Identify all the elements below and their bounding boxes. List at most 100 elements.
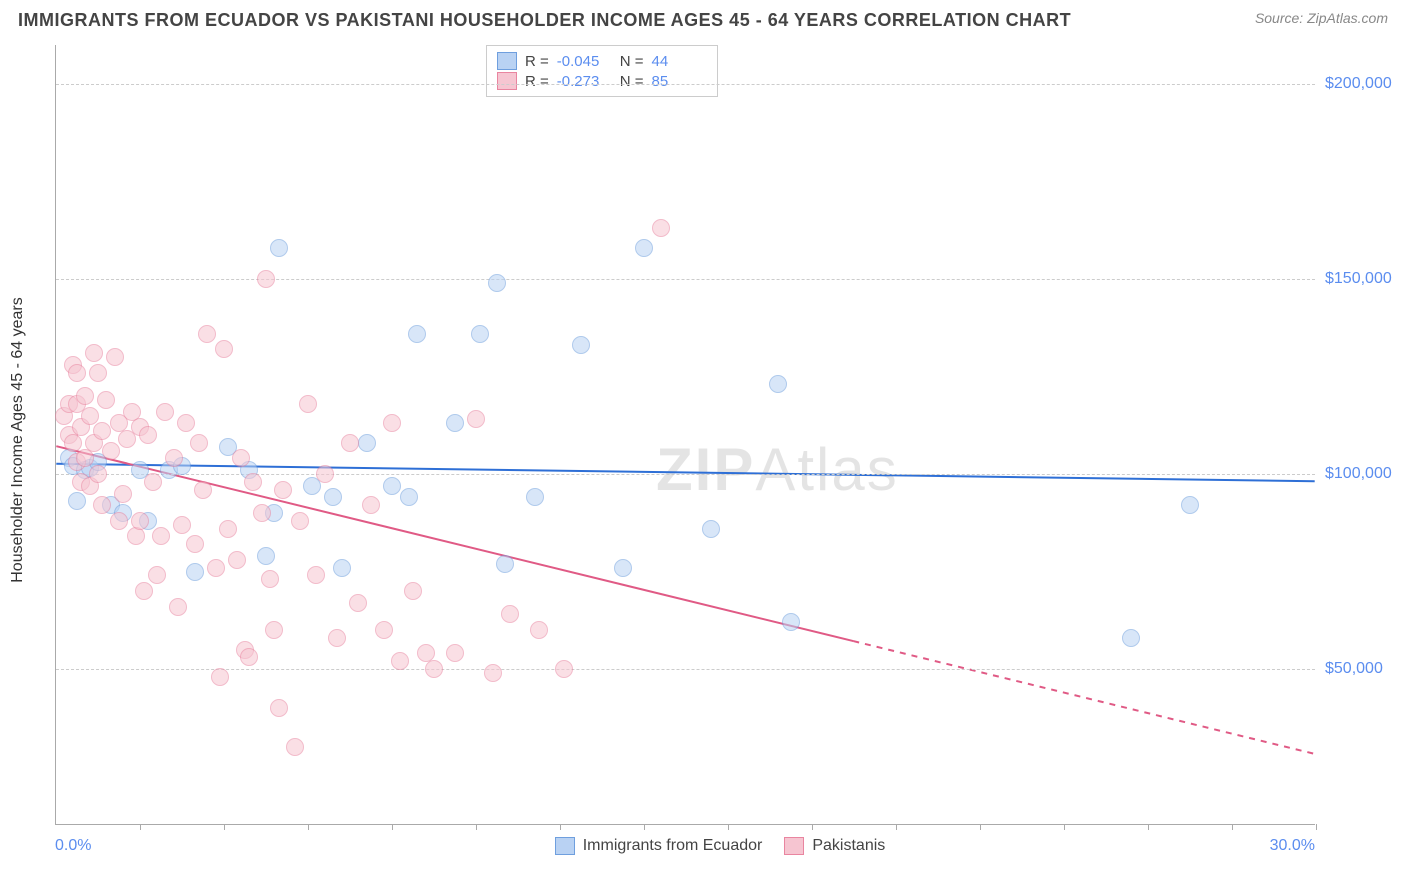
source-prefix: Source: (1255, 10, 1307, 26)
data-point-pakistani (244, 473, 262, 491)
x-tick (980, 824, 981, 830)
data-point-pakistani (131, 512, 149, 530)
data-point-ecuador (635, 239, 653, 257)
gridline (56, 279, 1315, 280)
watermark-bold: ZIP (656, 436, 755, 503)
data-point-ecuador (358, 434, 376, 452)
source-name: ZipAtlas.com (1307, 10, 1388, 26)
data-point-pakistani (85, 344, 103, 362)
data-point-pakistani (169, 598, 187, 616)
data-point-pakistani (274, 481, 292, 499)
data-point-ecuador (408, 325, 426, 343)
n-label: N = (620, 53, 644, 70)
y-tick-label: $150,000 (1325, 270, 1392, 288)
r-label: R = (525, 73, 549, 90)
data-point-pakistani (173, 516, 191, 534)
x-tick (812, 824, 813, 830)
data-point-pakistani (467, 410, 485, 428)
data-point-ecuador (270, 239, 288, 257)
data-point-pakistani (261, 570, 279, 588)
legend-item-ecuador: Immigrants from Ecuador (555, 837, 763, 855)
data-point-pakistani (152, 527, 170, 545)
swatch-ecuador (497, 52, 517, 70)
data-point-pakistani (341, 434, 359, 452)
swatch-pakistani (784, 837, 804, 855)
data-point-pakistani (102, 442, 120, 460)
data-point-pakistani (257, 270, 275, 288)
data-point-pakistani (391, 652, 409, 670)
data-point-pakistani (253, 504, 271, 522)
data-point-pakistani (127, 527, 145, 545)
data-point-pakistani (186, 535, 204, 553)
data-point-ecuador (769, 375, 787, 393)
data-point-ecuador (68, 492, 86, 510)
data-point-pakistani (165, 449, 183, 467)
data-point-pakistani (177, 414, 195, 432)
data-point-pakistani (425, 660, 443, 678)
x-tick (1064, 824, 1065, 830)
data-point-ecuador (488, 274, 506, 292)
data-point-pakistani (215, 340, 233, 358)
scatter-plot: ZIPAtlas R = -0.045 N = 44 R = -0.273 N … (55, 45, 1315, 825)
data-point-pakistani (139, 426, 157, 444)
data-point-ecuador (400, 488, 418, 506)
data-point-pakistani (555, 660, 573, 678)
r-value-pakistani: -0.273 (557, 73, 612, 90)
y-tick-label: $100,000 (1325, 465, 1392, 483)
n-value-pakistani: 85 (652, 73, 707, 90)
x-tick (1148, 824, 1149, 830)
data-point-ecuador (471, 325, 489, 343)
data-point-pakistani (291, 512, 309, 530)
legend-label-ecuador: Immigrants from Ecuador (583, 837, 763, 855)
r-label: R = (525, 53, 549, 70)
data-point-pakistani (144, 473, 162, 491)
data-point-pakistani (484, 664, 502, 682)
data-point-pakistani (219, 520, 237, 538)
x-tick (224, 824, 225, 830)
data-point-pakistani (328, 629, 346, 647)
data-point-pakistani (446, 644, 464, 662)
chart-title: IMMIGRANTS FROM ECUADOR VS PAKISTANI HOU… (18, 10, 1071, 31)
y-axis-title: Householder Income Ages 45 - 64 years (9, 297, 27, 583)
data-point-pakistani (93, 496, 111, 514)
data-point-pakistani (190, 434, 208, 452)
data-point-pakistani (307, 566, 325, 584)
data-point-pakistani (362, 496, 380, 514)
x-tick (560, 824, 561, 830)
data-point-pakistani (76, 449, 94, 467)
data-point-pakistani (156, 403, 174, 421)
data-point-ecuador (446, 414, 464, 432)
data-point-pakistani (228, 551, 246, 569)
data-point-pakistani (211, 668, 229, 686)
data-point-pakistani (501, 605, 519, 623)
data-point-ecuador (324, 488, 342, 506)
data-point-pakistani (148, 566, 166, 584)
data-point-pakistani (135, 582, 153, 600)
data-point-pakistani (89, 364, 107, 382)
data-point-ecuador (1122, 629, 1140, 647)
data-point-pakistani (404, 582, 422, 600)
data-point-ecuador (526, 488, 544, 506)
data-point-pakistani (316, 465, 334, 483)
y-tick-label: $50,000 (1325, 660, 1383, 678)
data-point-pakistani (68, 364, 86, 382)
stats-row-pakistani: R = -0.273 N = 85 (497, 72, 707, 90)
watermark-thin: Atlas (755, 436, 898, 503)
data-point-pakistani (232, 449, 250, 467)
gridline (56, 669, 1315, 670)
data-point-pakistani (194, 481, 212, 499)
data-point-pakistani (286, 738, 304, 756)
data-point-pakistani (530, 621, 548, 639)
data-point-ecuador (572, 336, 590, 354)
data-point-ecuador (257, 547, 275, 565)
x-tick (1232, 824, 1233, 830)
data-point-ecuador (614, 559, 632, 577)
x-tick (392, 824, 393, 830)
data-point-pakistani (383, 414, 401, 432)
data-point-pakistani (265, 621, 283, 639)
data-point-pakistani (89, 465, 107, 483)
x-tick (140, 824, 141, 830)
data-point-ecuador (383, 477, 401, 495)
y-tick-label: $200,000 (1325, 75, 1392, 93)
trend-lines (56, 45, 1315, 824)
